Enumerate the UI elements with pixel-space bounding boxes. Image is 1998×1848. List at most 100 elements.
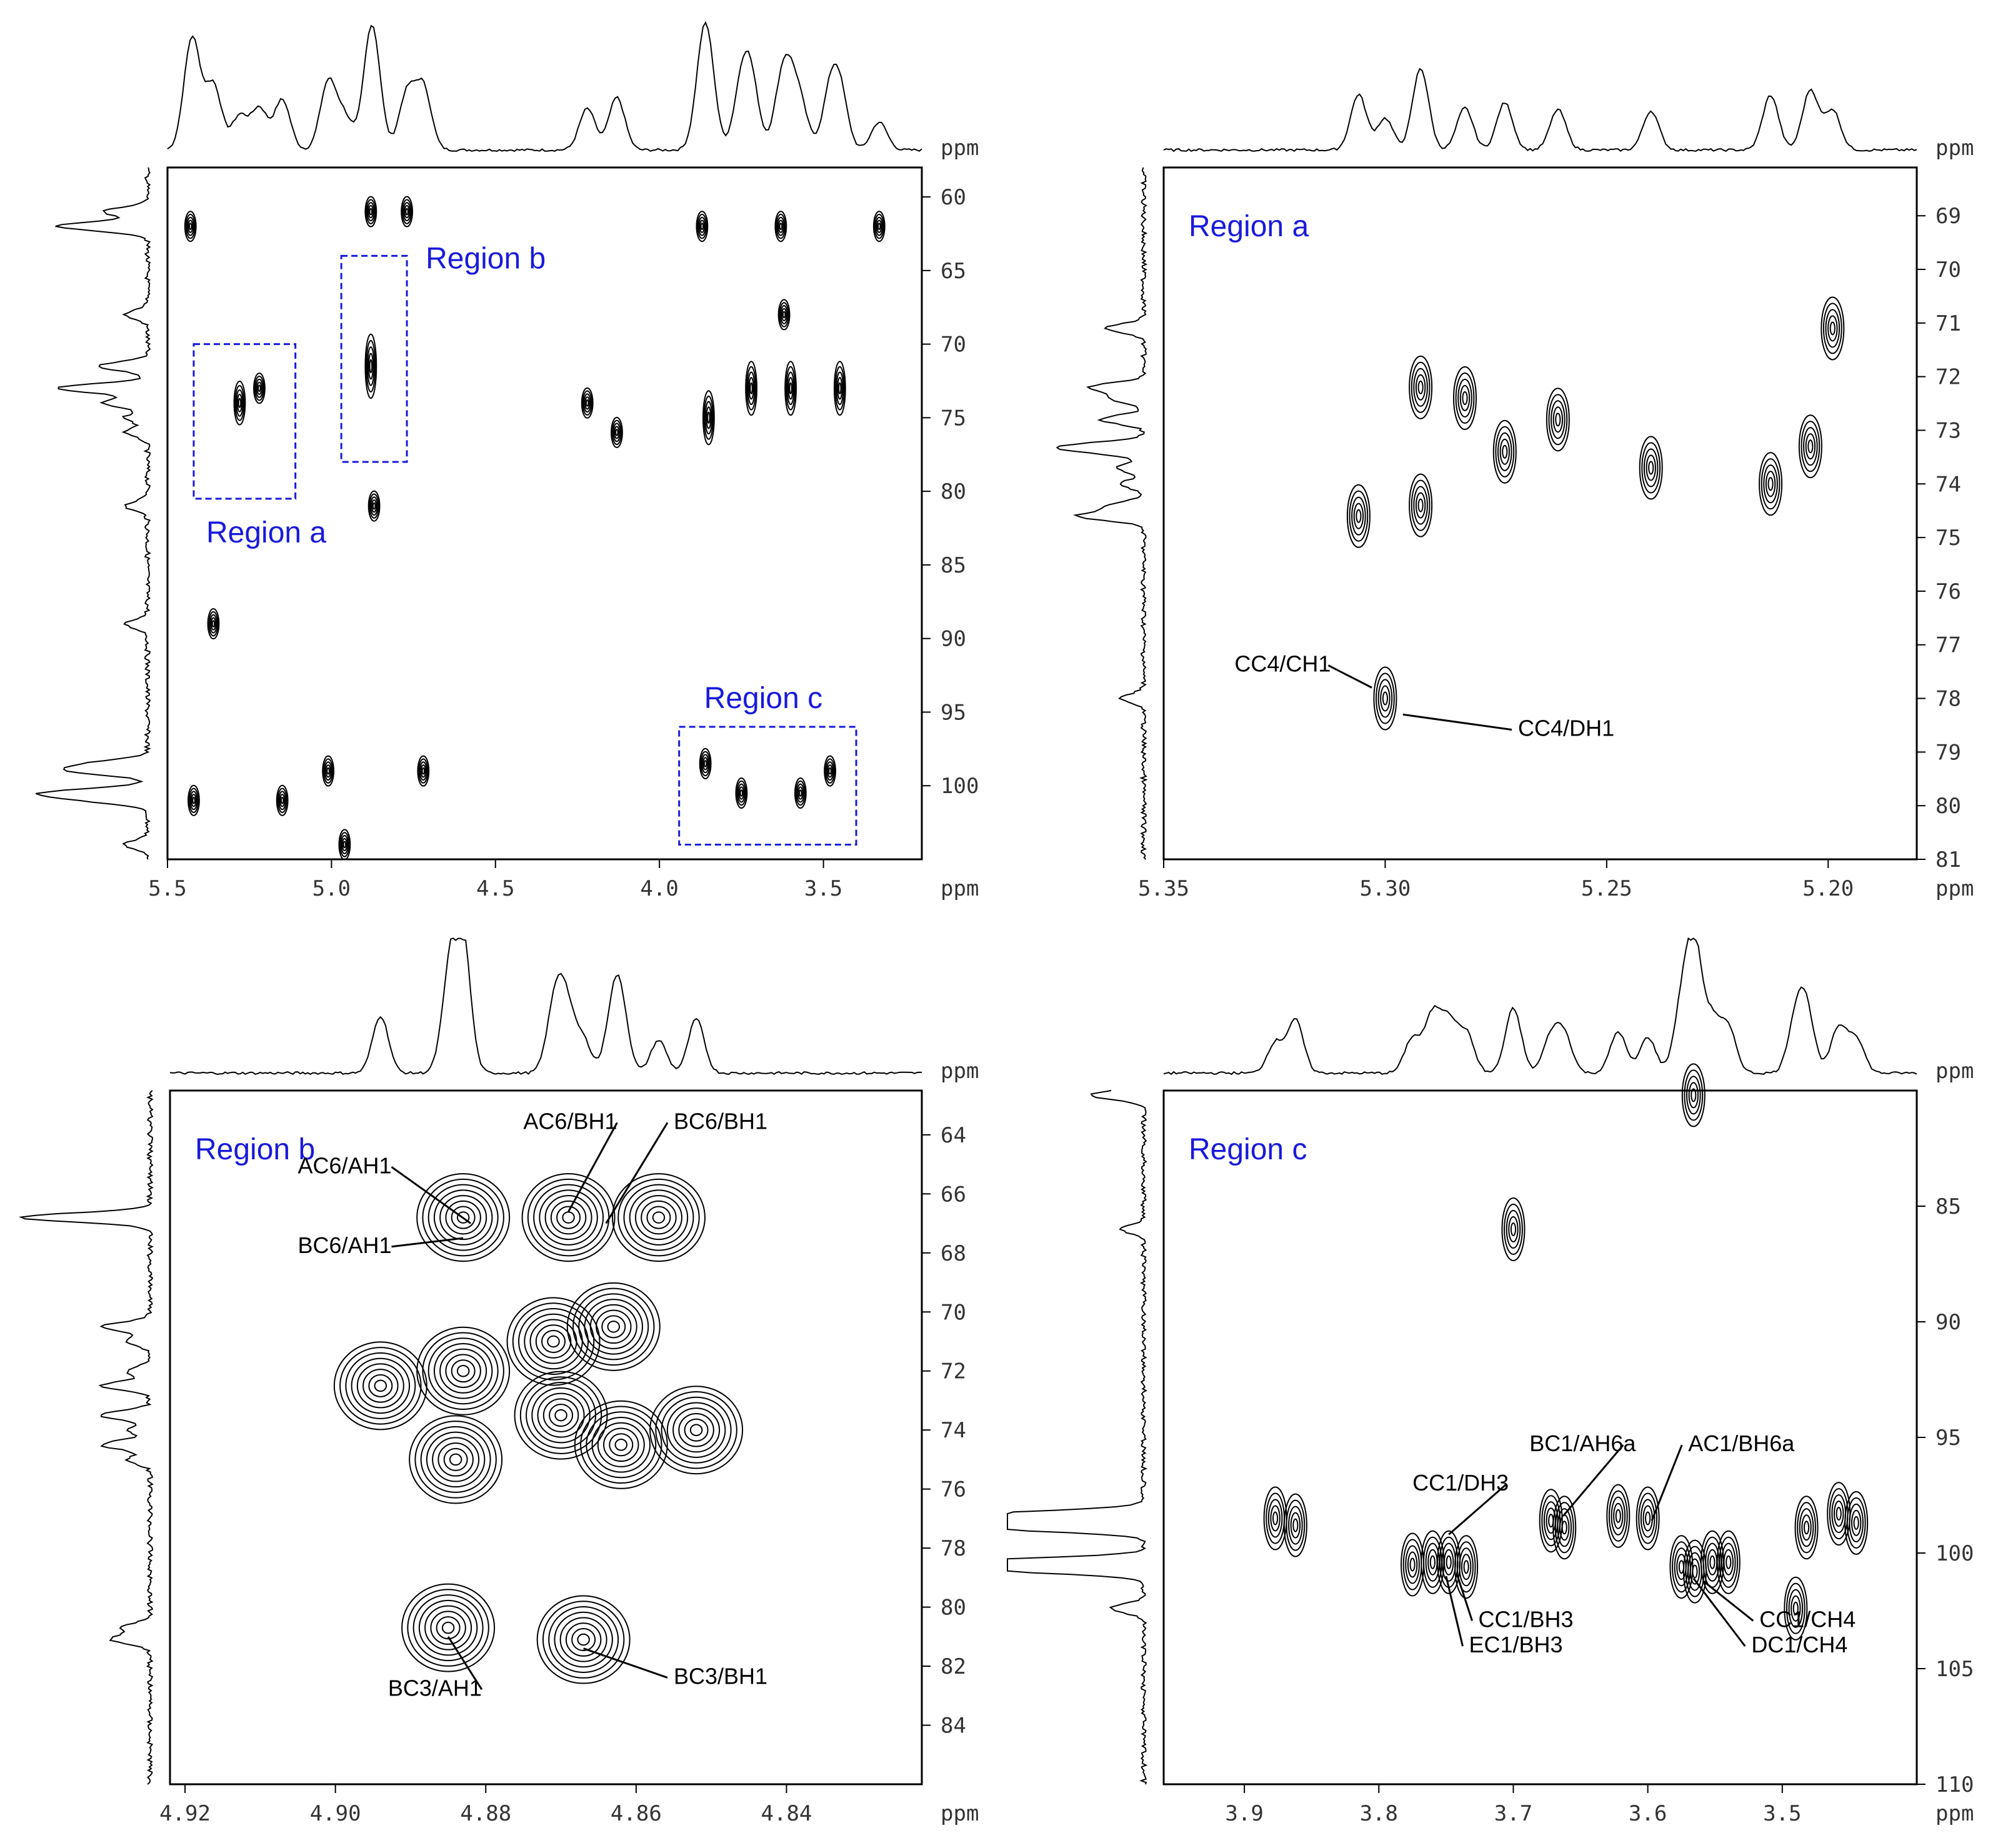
contour-peak — [1453, 366, 1477, 430]
contour-peak — [1844, 1491, 1869, 1555]
y-tick-label: 90 — [941, 627, 966, 652]
contour-peak — [833, 361, 846, 416]
leader-line — [1448, 1483, 1507, 1536]
contour-peak — [794, 777, 807, 809]
f1-projection — [35, 167, 151, 860]
leader-line — [1327, 664, 1372, 689]
peak-assignment-label: AC1/BH6a — [1688, 1431, 1795, 1456]
y-tick-label: 105 — [1936, 1657, 1974, 1682]
contour-peak — [322, 755, 335, 787]
y-tick-label: 65 — [941, 259, 966, 284]
x-tick-label: 4.88 — [460, 1801, 511, 1826]
region-label: Region b — [426, 242, 546, 275]
y-tick-label: 75 — [1936, 526, 1961, 551]
y-unit-label: ppm — [941, 136, 979, 161]
contour-peak — [1552, 1496, 1577, 1560]
x-tick-label: 5.25 — [1581, 876, 1632, 901]
panel-title: Region a — [1189, 210, 1309, 243]
contour-peak — [416, 1326, 511, 1416]
x-tick-label: 5.5 — [148, 876, 186, 901]
contour-peak — [699, 747, 712, 779]
contour-peak — [735, 777, 748, 809]
contour-peak — [1501, 1197, 1526, 1261]
contour-peak — [506, 1297, 601, 1386]
contour-peak — [1283, 1493, 1307, 1557]
contour-peak — [745, 361, 758, 416]
contour-peak — [702, 390, 715, 446]
y-tick-label: 76 — [1936, 579, 1961, 604]
x-unit-label: ppm — [941, 876, 979, 901]
contour-peak — [187, 784, 200, 816]
contour-peak — [566, 1282, 661, 1371]
peak-assignment-label: CC1/BH3 — [1479, 1606, 1574, 1632]
y-tick-label: 72 — [941, 1359, 966, 1384]
contour-peak — [401, 196, 413, 227]
contour-peak — [1546, 387, 1570, 452]
contour-peak — [367, 490, 381, 522]
panel-region-b: Region b AC6/BH1 BC6/BH1 AC6/AH1 BC6/AH1 BC3/… — [18, 937, 979, 1826]
f2-projection — [1163, 67, 1917, 152]
plot-frame — [169, 1089, 923, 1786]
peak-assignment-label: CC1/DH3 — [1412, 1470, 1509, 1496]
y-tick-label: 74 — [1936, 472, 1961, 497]
y-tick-label: 95 — [1936, 1426, 1961, 1451]
y-tick-label: 78 — [941, 1536, 966, 1561]
contour-peak — [1606, 1484, 1631, 1548]
y-tick-label: 85 — [941, 553, 966, 578]
contour-peak — [1492, 419, 1517, 484]
peak-assignment-label: CC4/CH1 — [1234, 651, 1331, 677]
leader-line — [605, 1122, 669, 1224]
y-tick-label: 82 — [941, 1654, 966, 1679]
x-tick-label: 3.6 — [1629, 1801, 1667, 1826]
y-tick-label: 84 — [941, 1714, 966, 1739]
y-unit-label: ppm — [1936, 1059, 1974, 1084]
contour-peak — [1759, 452, 1783, 516]
y-tick-label: 110 — [1936, 1772, 1974, 1797]
y-tick-label: 60 — [941, 185, 966, 210]
contour-peak — [1700, 1530, 1724, 1594]
leader-line — [1692, 1577, 1746, 1647]
f1-projection — [1056, 167, 1148, 860]
panel-overview: Region a Region b Region c 5.5 5.0 4.5 4.0 3.5 p… — [35, 21, 979, 901]
y-tick-label: 73 — [1936, 418, 1961, 443]
peak-assignment-label: CC1/CH4 — [1759, 1606, 1856, 1632]
peak-assignment-label: BC1/AH6a — [1529, 1431, 1636, 1456]
y-tick-label: 76 — [941, 1477, 966, 1502]
leader-line — [391, 1166, 472, 1224]
x-unit-label: ppm — [941, 1801, 979, 1826]
contour-peak — [1409, 355, 1433, 419]
contour-peak — [536, 1595, 631, 1684]
leader-line — [447, 1636, 483, 1691]
x-tick-label: 5.35 — [1138, 876, 1189, 901]
x-tick-label: 3.5 — [804, 876, 842, 901]
contour-peak — [409, 1415, 503, 1504]
contour-peak — [417, 755, 430, 787]
y-tick-label: 69 — [1936, 204, 1961, 229]
contour-peak — [1794, 1496, 1819, 1560]
f2-projection — [169, 937, 922, 1076]
contour-peak — [1636, 1486, 1660, 1551]
x-tick-label: 5.0 — [312, 876, 351, 901]
plot-frame — [1162, 166, 1918, 861]
panel-title: Region c — [1189, 1133, 1307, 1166]
contour-peak — [1682, 1539, 1707, 1604]
region-label: Region a — [206, 516, 326, 549]
y-unit-label: ppm — [941, 1059, 979, 1084]
contour-peak — [696, 211, 709, 242]
y-tick-label: 95 — [941, 700, 966, 725]
region-box — [678, 726, 857, 846]
f2-projection — [167, 21, 922, 152]
contour-peak — [1784, 1576, 1808, 1641]
region-label: Region c — [704, 682, 822, 715]
peak-assignment-label: BC3/AH1 — [388, 1675, 482, 1701]
contour-peak — [611, 416, 623, 448]
y-tick-label: 80 — [941, 1596, 966, 1621]
contour-peak — [1821, 296, 1845, 361]
y-tick-label: 80 — [1936, 794, 1961, 819]
y-tick-label: 64 — [941, 1123, 966, 1148]
leader-line — [1402, 713, 1512, 731]
panel-region-c: Region c CC1/DH3 BC1/AH6a AC1/BH6a CC1/BH3EC… — [1007, 937, 1974, 1826]
y-tick-label: 77 — [1936, 633, 1961, 658]
panel-region-a: Region a CC4/CH1 CC4/DH1 5.35 5.30 5.25 5.20 pp… — [1056, 67, 1974, 901]
y-unit-label: ppm — [1936, 136, 1974, 161]
